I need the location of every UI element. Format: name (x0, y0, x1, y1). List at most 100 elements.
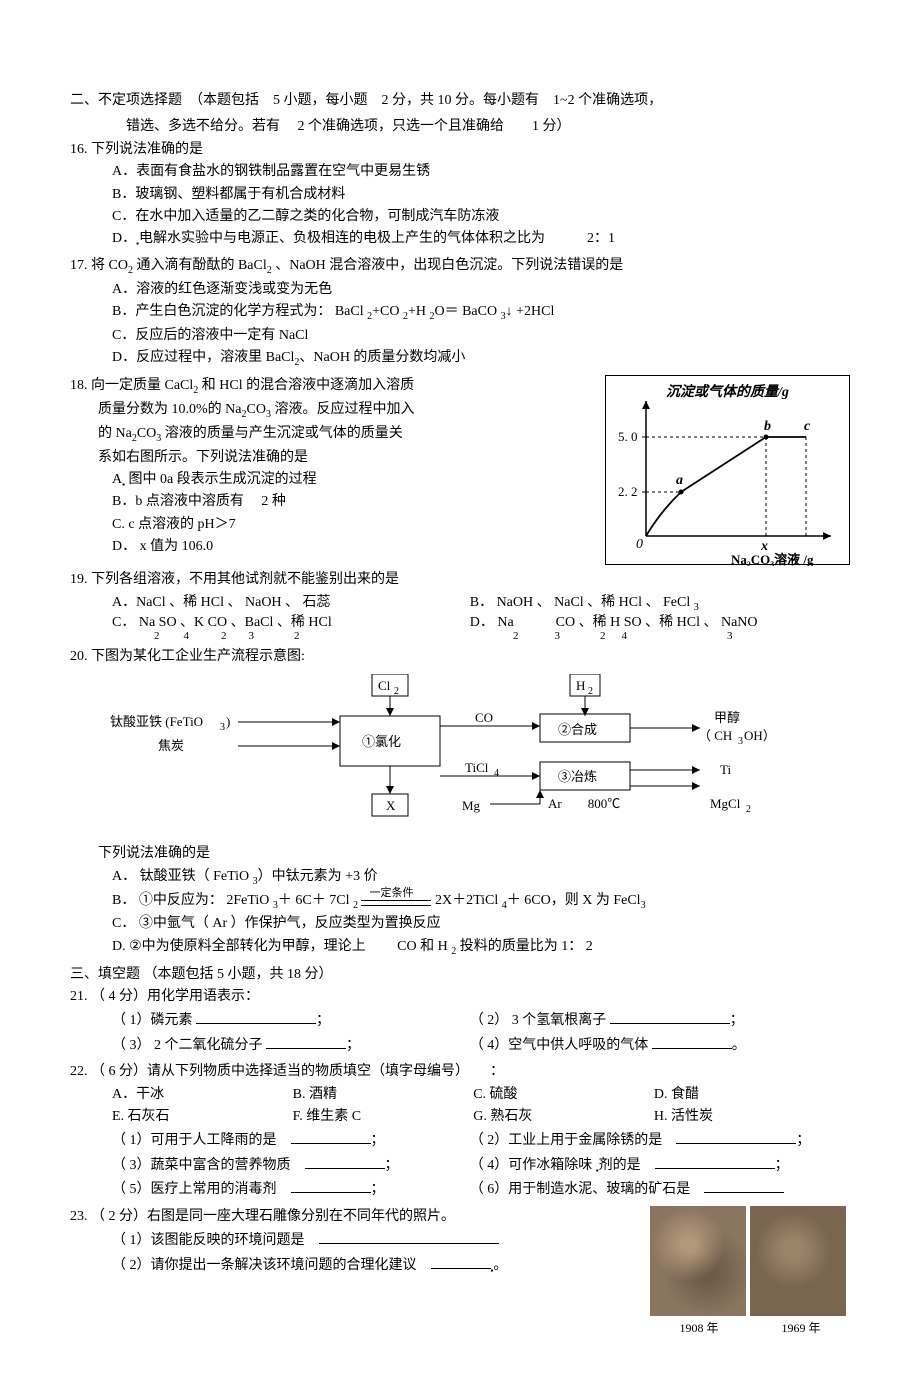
q22-row1: （ 1）可用于人工降雨的是 ； （ 2）工业上用于金属除锈的是 ； (70, 1128, 850, 1152)
blank (655, 1153, 775, 1169)
svg-text:3: 3 (220, 722, 225, 733)
q20-flowchart: Cl2 H2 钛酸亚铁 (FeTiO3) 焦炭 ①氯化 CO ②合成 (110, 674, 800, 837)
pt-a: a (676, 473, 683, 488)
svg-text:2: 2 (394, 686, 399, 697)
svg-text:Mg: Mg (462, 798, 481, 813)
svg-text:钛酸亚铁 (FeTiO: 钛酸亚铁 (FeTiO (110, 714, 203, 729)
blank (266, 1033, 346, 1049)
q21-p2: （ 2） 3 个氢氧根离子 (470, 1013, 607, 1028)
photo-1969 (750, 1206, 846, 1316)
q23: 1908 年 1969 年 23. （ 2 分）右图是同一座大理石雕像分别在不同… (70, 1206, 850, 1338)
graph-xlabel: Na₂CO₃溶液 /g (731, 552, 814, 566)
q19-A: A．NaCl 、稀 HCl 、 NaOH 、 石蕊 (112, 592, 466, 614)
blank (319, 1228, 499, 1244)
q19-B: B． NaOH 、 NaCl 、稀 HCl 、 FeCl 3 (470, 592, 824, 616)
section3-header: 三、填空题 （本题包括 5 小题，共 18 分） (70, 964, 850, 986)
q16-D-text: D．▪D．电解水实验中与电源正、负极相连的电极上产生的气体体积之比为 2：1电解… (112, 231, 615, 246)
q22-row3: （ 5）医疗上常用的消毒剂 ； （ 6）用于制造水泥、玻璃的矿石是 (70, 1177, 850, 1201)
q16: 16. 下列说法准确的是 A．表面有食盐水的钢铁制品露置在空气中更易生锈 B．玻… (70, 139, 850, 251)
q20-B: B． ①中反应为： 2FeTiO 3＋ 6C＋ 7Cl 2 一定条件 2X＋2T… (70, 890, 850, 914)
graph-ylabel: 沉淀或气体的质量/g (666, 383, 789, 400)
q18: 沉淀或气体的质量/g 0 2. 2 5. 0 a b (70, 375, 850, 565)
svg-text:4: 4 (494, 768, 499, 779)
svg-text:3: 3 (738, 736, 743, 747)
svg-text:2: 2 (588, 686, 593, 697)
q17-A: A．溶液的红色逐渐变浅或变为无色 (70, 279, 850, 301)
photo-1908 (650, 1206, 746, 1316)
svg-text:Ti: Ti (720, 762, 731, 777)
q20-A: A． 钛酸亚铁（ FeTiO 3）中钛元素为 +3 价 (70, 866, 850, 890)
q20-stem: 20. 下图为某化工企业生产流程示意图: (70, 646, 850, 668)
q22-p5: （ 5）医疗上常用的消毒剂 (112, 1182, 277, 1197)
q22-p2: （ 2）工业上用于金属除锈的是 (470, 1133, 663, 1148)
section2-line1: 二、不定项选择题 （本题包括 5 小题，每小题 2 分，共 10 分。每小题有 … (70, 93, 662, 108)
blank (305, 1153, 385, 1169)
svg-text:): ) (226, 714, 230, 729)
q21-p4: （ 4）空气中供人呼吸的气体 (470, 1038, 649, 1053)
q22-stem: 22. （ 6 分）请从下列物质中选择适当的物质填空（填字母编号） ： (70, 1061, 850, 1083)
q17: 17. 将 CO2 通入滴有酚酞的 BaCl2 、NaOH 混合溶液中，出现白色… (70, 255, 850, 371)
q22-D: D. 食醋 (654, 1084, 831, 1106)
svg-text:H: H (576, 678, 585, 693)
q16-A: A．表面有食盐水的钢铁制品露置在空气中更易生锈 (70, 161, 850, 183)
q19-subrow: 24232 23243 (70, 631, 850, 642)
q16-D: D．▪D．电解水实验中与电源正、负极相连的电极上产生的气体体积之比为 2：1电解… (70, 228, 850, 251)
pt-b: b (764, 419, 771, 434)
q23-photos: 1908 年 1969 年 (650, 1206, 850, 1338)
q22-p6: （ 6）用于制造水泥、玻璃的矿石是 (470, 1182, 691, 1197)
blank (291, 1177, 371, 1193)
blank (431, 1253, 491, 1269)
caption-1908: 1908 年 (679, 1319, 718, 1338)
q22-A: A．干冰 (112, 1084, 289, 1106)
q22-row2: （ 3）蔬菜中富含的营养物质 ； （ 4）可作冰箱除味 ▪剂的是 ； (70, 1153, 850, 1178)
q21-p1: （ 1）磷元素 (112, 1013, 193, 1028)
section2-line2: 错选、多选不给分。若有 2 个准确选项，只选一个且准确给 1 分） (126, 119, 571, 134)
q17-stem: 17. 将 CO2 通入滴有酚酞的 BaCl2 、NaOH 混合溶液中，出现白色… (70, 255, 850, 279)
q22-p3: （ 3）蔬菜中富含的营养物质 (112, 1158, 291, 1173)
q22-F: F. 维生素 C (293, 1106, 470, 1128)
q21-p3: （ 3） 2 个二氧化硫分子 (112, 1038, 263, 1053)
section2-line2-wrap: 错选、多选不给分。若有 2 个准确选项，只选一个且准确给 1 分） (70, 116, 850, 138)
ytick-22: 2. 2 (618, 484, 638, 499)
caption-1969: 1969 年 (781, 1319, 820, 1338)
q20-D: D. ②中为使原料全部转化为甲醇，理论上 CO 和 H 2 投料的质量比为 1：… (70, 936, 850, 960)
svg-text:甲醇: 甲醇 (714, 710, 740, 725)
q16-C: C．在水中加入适量的乙二醇之类的化合物，可制成汽车防冻液 (70, 206, 850, 228)
blank (704, 1177, 784, 1193)
svg-text:TiCl: TiCl (465, 760, 489, 775)
svg-text:Ar 800℃: Ar 800℃ (548, 796, 620, 811)
q21-row1: （ 1）磷元素 ； （ 2） 3 个氢氧根离子 ； (70, 1008, 850, 1032)
section2-header: 二、不定项选择题 （本题包括 5 小题，每小题 2 分，共 10 分。每小题有 … (70, 90, 850, 112)
q19: 19. 下列各组溶液，不用其他试剂就不能鉴别出来的是 A．NaCl 、稀 HCl… (70, 569, 850, 642)
svg-text:（ CH: （ CH (698, 728, 732, 743)
svg-text:OH）: OH） (744, 728, 776, 743)
q19-stem: 19. 下列各组溶液，不用其他试剂就不能鉴别出来的是 (70, 569, 850, 591)
q19-C: C． Na SO 、K CO 、BaCl 、稀 HCl (112, 615, 466, 630)
q19-D: D． Na CO 、稀 H SO 、稀 HCl 、 NaNO (470, 615, 824, 630)
q22-E: E. 石灰石 (112, 1106, 289, 1128)
q22-p1: （ 1）可用于人工降雨的是 (112, 1133, 277, 1148)
svg-text:CO: CO (475, 710, 493, 725)
q20-C: C． ③中氩气（ Ar ）作保护气，反应类型为置换反应 (70, 913, 850, 935)
origin-label: 0 (636, 537, 643, 552)
blank (291, 1128, 371, 1144)
q20: 20. 下图为某化工企业生产流程示意图: Cl2 H2 钛酸亚铁 (FeTiO3… (70, 646, 850, 960)
svg-text:MgCl: MgCl (710, 796, 741, 811)
blank (610, 1008, 730, 1024)
ytick-50: 5. 0 (618, 429, 638, 444)
q21: 21. （ 4 分）用化学用语表示： （ 1）磷元素 ； （ 2） 3 个氢氧根… (70, 986, 850, 1057)
q22-opts1: A．干冰 B. 酒精 C. 硫酸 D. 食醋 (70, 1084, 850, 1106)
q19-row1: A．NaCl 、稀 HCl 、 NaOH 、 石蕊 B． NaOH 、 NaCl… (70, 592, 850, 616)
q17-D: D．反应过程中，溶液里 BaCl2、NaOH 的质量分数均减小 (70, 347, 850, 371)
blank (196, 1008, 316, 1024)
q22: 22. （ 6 分）请从下列物质中选择适当的物质填空（填字母编号） ： A．干冰… (70, 1061, 850, 1202)
q21-stem: 21. （ 4 分）用化学用语表示： (70, 986, 850, 1008)
q18-graph: 沉淀或气体的质量/g 0 2. 2 5. 0 a b (605, 375, 850, 565)
q16-B: B．玻璃钢、塑料都属于有机合成材料 (70, 184, 850, 206)
q22-G: G. 熟石灰 (473, 1106, 650, 1128)
q17-C: C．反应后的溶液中一定有 NaCl (70, 325, 850, 347)
q21-row2: （ 3） 2 个二氧化硫分子 ； （ 4）空气中供人呼吸的气体 。 (70, 1033, 850, 1057)
q22-H: H. 活性炭 (654, 1106, 831, 1128)
q22-opts2: E. 石灰石 F. 维生素 C G. 熟石灰 H. 活性炭 (70, 1106, 850, 1128)
svg-text:焦炭: 焦炭 (158, 738, 184, 753)
